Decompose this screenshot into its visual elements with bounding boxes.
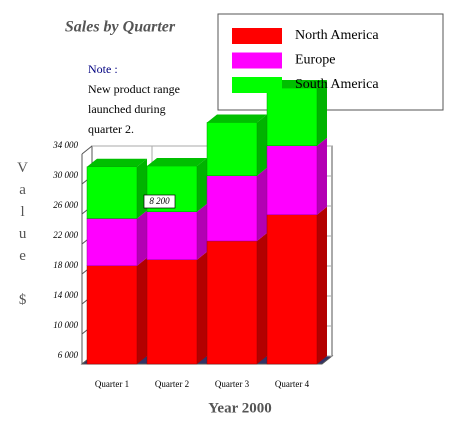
legend-swatch — [232, 77, 282, 93]
bar-face — [266, 145, 318, 215]
note-line: quarter 2. — [88, 122, 134, 136]
bar-segment — [86, 158, 147, 219]
x-tick-label: Quarter 4 — [275, 379, 310, 389]
chart-title: Sales by Quarter — [65, 19, 176, 36]
note-line: launched during — [88, 102, 166, 116]
bar-face — [257, 114, 267, 176]
legend-swatch — [232, 52, 282, 69]
bar-segment — [86, 210, 147, 266]
bar-face — [137, 257, 147, 364]
bar-segment — [266, 137, 327, 215]
note-heading: Note : — [88, 62, 118, 76]
legend-label: South America — [295, 77, 379, 92]
bar-face — [146, 259, 198, 365]
bar-segment — [266, 206, 327, 365]
bar-face — [317, 206, 327, 364]
bar-face — [86, 265, 138, 365]
x-axis-label: Year 2000 — [208, 400, 271, 416]
bar-face — [137, 158, 147, 219]
y-tick-label: 14 000 — [53, 290, 78, 300]
bar-face — [197, 203, 207, 260]
x-tick-label: Quarter 3 — [215, 379, 250, 389]
bar-face — [206, 240, 258, 365]
y-tick-label: 6 000 — [58, 350, 79, 360]
bar-segment — [86, 257, 147, 365]
bar-face — [147, 158, 207, 166]
y-tick-label: 34 000 — [52, 140, 78, 150]
bar-face — [137, 210, 147, 266]
bar-face — [87, 158, 147, 167]
x-tick-label: Quarter 2 — [155, 379, 189, 389]
y-tick-label: 22 000 — [53, 230, 78, 240]
bar-face — [266, 214, 318, 365]
bar-face — [86, 218, 138, 266]
y-tick-label: 10 000 — [53, 320, 78, 330]
legend-label: North America — [295, 28, 379, 43]
grid-line — [81, 145, 93, 155]
bar-face — [317, 137, 327, 215]
bar-face — [317, 80, 327, 146]
bar-face — [206, 122, 258, 176]
bar-face — [257, 167, 267, 241]
legend-label: Europe — [295, 53, 335, 68]
bar-segment — [206, 233, 267, 365]
bar-segment — [146, 251, 207, 365]
bar-face — [257, 233, 267, 364]
y-tick-label: 30 000 — [52, 170, 78, 180]
legend-swatch — [232, 28, 282, 44]
note-line: New product range — [88, 82, 180, 96]
bar-segment — [206, 167, 267, 242]
bar-face — [197, 158, 207, 212]
x-tick-label: Quarter 1 — [95, 379, 129, 389]
bar-face — [197, 251, 207, 364]
bar-segment — [146, 203, 207, 260]
bar-face — [266, 87, 318, 146]
bar-face — [207, 114, 267, 123]
callout-box — [143, 194, 176, 209]
bar-face — [206, 175, 258, 242]
bar-face — [86, 166, 138, 219]
callout: 8 200 — [149, 196, 170, 206]
y-tick-label: 18 000 — [53, 260, 78, 270]
y-axis-label: Value $ — [15, 160, 31, 314]
bar-face — [146, 211, 198, 260]
bar-segment — [206, 114, 267, 176]
y-tick-label: 26 000 — [53, 200, 78, 210]
